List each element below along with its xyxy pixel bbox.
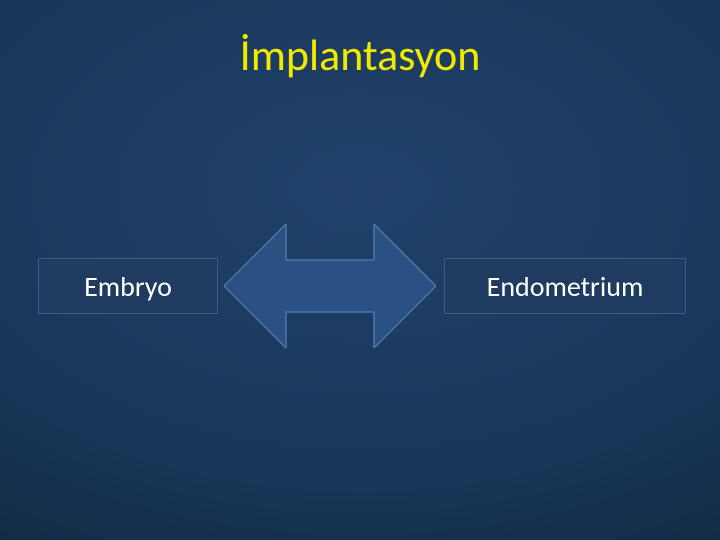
endometrium-box: Endometrium [444, 258, 686, 314]
slide-title: İmplantasyon [0, 28, 720, 82]
endometrium-label: Endometrium [487, 269, 644, 304]
slide: İmplantasyon Embryo Endometrium [0, 0, 720, 540]
double-arrow-icon [224, 224, 436, 348]
embryo-label: Embryo [84, 269, 172, 304]
embryo-box: Embryo [38, 258, 218, 314]
